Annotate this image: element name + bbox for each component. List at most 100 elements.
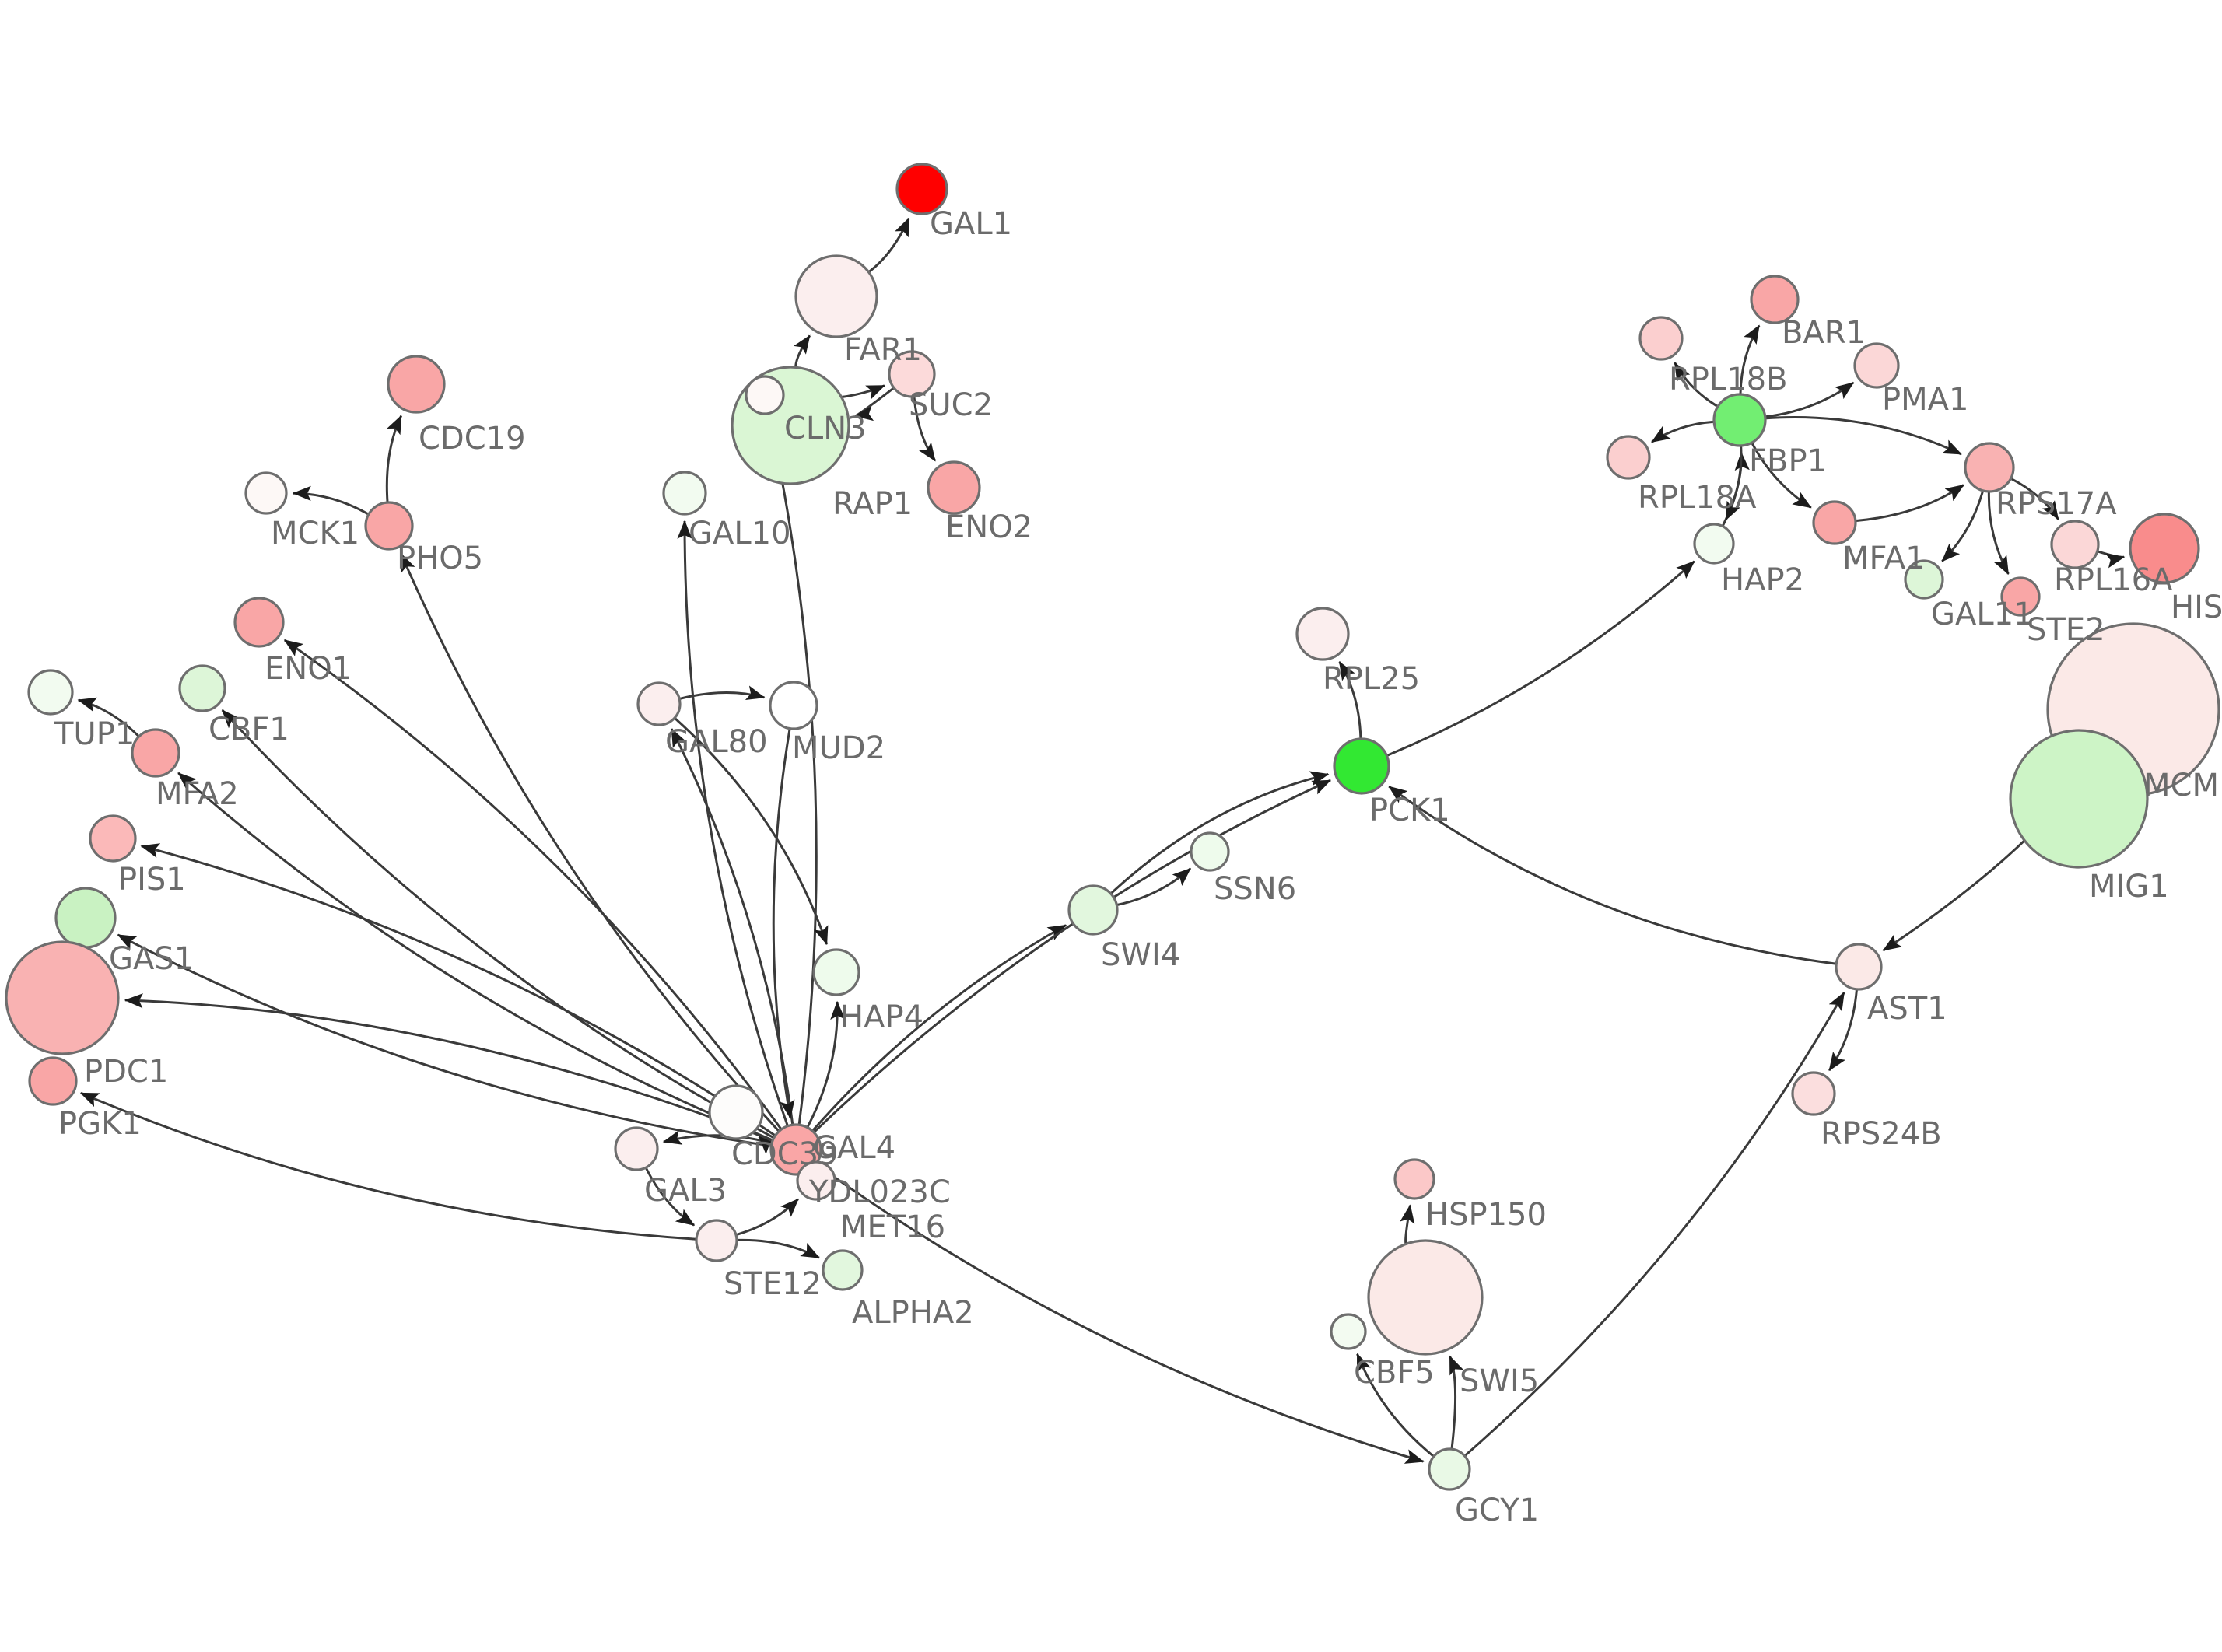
node-rap1[interactable] [745,375,785,415]
node-label-mfa1: MFA1 [1842,541,1926,576]
edge-gal4-to-gal10 [677,520,789,1126]
node-his4[interactable] [2129,513,2200,584]
node-label-alpha2: ALPHA2 [852,1295,974,1331]
edge-gcy1-to-cbf5 [1356,1353,1435,1458]
node-ssn6[interactable] [1190,831,1230,872]
node-label-mig1: MIG1 [2089,869,2169,905]
node-gas1[interactable] [54,887,117,949]
node-label-cln3: CLN3 [784,411,867,446]
node-ste12[interactable] [695,1219,738,1262]
edge-ste12-to-alpha2 [737,1238,820,1259]
node-label-ste2: STE2 [2027,612,2105,648]
node-label-ssn6: SSN6 [1214,871,1296,907]
edge-suc2-to-cln3 [853,387,895,421]
node-ast1[interactable] [1835,943,1883,991]
edge-fbp1-to-rpl18a [1651,420,1714,443]
edge-gal4-to-gcy1 [815,1164,1425,1464]
node-label-gal10: GAL10 [689,516,791,551]
node-label-bar1: BAR1 [1782,315,1866,351]
node-gal3[interactable] [614,1126,659,1171]
node-cdc39[interactable] [708,1084,764,1140]
node-gal1[interactable] [895,163,948,215]
node-tup1[interactable] [27,669,74,716]
node-swi5[interactable] [1367,1239,1484,1356]
node-mck1[interactable] [244,471,288,515]
node-label-rpl18a: RPL18A [1638,480,1757,516]
node-label-rpl18b: RPL18B [1669,362,1788,397]
edge-pho5-to-mck1 [292,485,369,516]
node-swi4[interactable] [1067,884,1119,936]
node-pma1[interactable] [1853,342,1900,389]
node-label-pgk1: PGK1 [58,1106,142,1142]
node-eno2[interactable] [927,460,981,515]
node-cbf1[interactable] [178,664,226,712]
node-mud2[interactable] [769,681,818,730]
node-pis1[interactable] [89,814,137,863]
node-gal80[interactable] [636,681,682,726]
edge-gal4-to-mfa2 [177,772,773,1141]
edge-gal4-to-pho5 [400,552,780,1132]
edge-far1-to-gal1 [868,217,910,273]
edge-cln3-to-far1 [794,334,811,367]
node-rpl18b[interactable] [1638,316,1684,361]
node-rps17a[interactable] [1964,442,2015,493]
node-label-ste12: STE12 [724,1266,822,1302]
node-alpha2[interactable] [822,1249,864,1291]
node-label-pck1: PCK1 [1369,793,1450,828]
node-hap4[interactable] [812,948,860,996]
node-eno1[interactable] [233,597,285,648]
node-gal10[interactable] [662,471,707,516]
node-rpl16a[interactable] [2050,520,2100,569]
node-gal4[interactable] [769,1123,822,1176]
node-label-eno1: ENO1 [265,651,352,687]
node-label-hap4: HAP4 [840,999,923,1035]
node-fbp1[interactable] [1712,393,1767,447]
node-label-gal4: GAL4 [813,1130,895,1166]
node-label-ydl023c: YDL023C [808,1174,951,1210]
node-label-cdc19: CDC19 [419,421,526,457]
node-layer [5,163,2220,1491]
edge-pho5-to-cdc19 [385,415,403,502]
node-pgk1[interactable] [28,1056,78,1106]
node-gcy1[interactable] [1428,1447,1471,1491]
node-label-mud2: MUD2 [792,730,885,766]
node-mig1[interactable] [2009,729,2149,869]
edge-gal4-to-gas1 [117,933,771,1147]
node-rps24b[interactable] [1791,1071,1836,1116]
node-mfa2[interactable] [131,728,180,778]
node-mfa1[interactable] [1812,500,1857,545]
node-ydl023c[interactable] [796,1160,836,1201]
edge-layer [77,217,2126,1464]
edge-swi4-to-pck1 [1110,771,1330,894]
node-far1[interactable] [794,254,878,338]
node-rpl25[interactable] [1295,607,1350,661]
node-hap2[interactable] [1693,523,1735,565]
node-label-eno2: ENO2 [945,509,1032,545]
node-label-fbp1: FBP1 [1749,443,1827,479]
node-ste2[interactable] [2000,576,2041,617]
node-cdc19[interactable] [387,355,446,414]
node-hsp150[interactable] [1393,1158,1435,1200]
node-suc2[interactable] [888,350,936,398]
edge-fbp1-to-hap2 [1724,446,1743,521]
node-pck1[interactable] [1333,737,1390,795]
edge-swi5-to-hsp150 [1400,1204,1415,1244]
node-cbf5[interactable] [1330,1313,1367,1350]
node-label-mfa2: MFA2 [156,776,239,812]
edge-fbp1-to-rps17a [1765,415,1962,456]
edge-pck1-to-rpl25 [1338,660,1362,739]
node-label-rps24b: RPS24B [1821,1116,1942,1152]
node-gal11[interactable] [1904,559,1944,600]
node-label-rap1: RAP1 [832,486,913,522]
node-pdc1[interactable] [5,940,120,1055]
edge-gcy1-to-ast1 [1464,992,1845,1457]
edge-gal4-to-eno1 [283,639,782,1130]
node-bar1[interactable] [1750,275,1800,324]
node-pho5[interactable] [364,501,414,551]
edge-fbp1-to-pma1 [1765,381,1855,418]
edge-mfa2-to-tup1 [77,697,139,737]
node-label-hap2: HAP2 [1721,562,1804,598]
edge-gal4-to-cbf1 [221,709,774,1139]
node-rpl18a[interactable] [1606,435,1651,480]
